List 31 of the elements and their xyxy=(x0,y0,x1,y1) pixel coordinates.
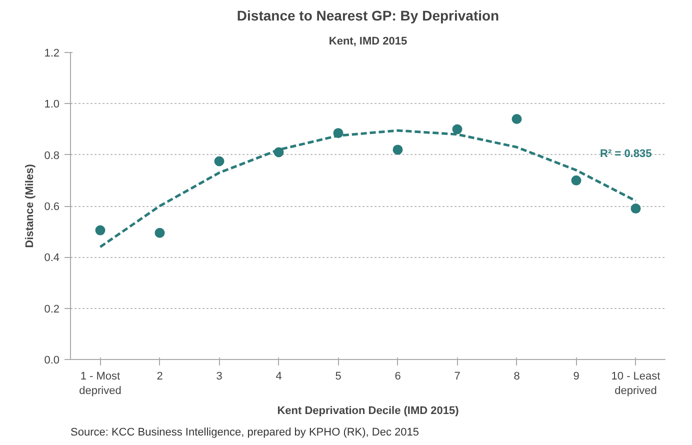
x-tick-label: 8 xyxy=(514,370,520,382)
point xyxy=(452,124,462,134)
x-axis-title: Kent Deprivation Decile (IMD 2015) xyxy=(277,404,460,417)
x-tick-label: 2 xyxy=(156,370,163,382)
point xyxy=(630,204,641,214)
chart-subtitle: Kent, IMD 2015 xyxy=(328,36,408,48)
x-tick-label: 10 - Least deprived xyxy=(611,370,660,397)
y-tick-label: 0.6 xyxy=(44,201,60,213)
x-tick-label: 5 xyxy=(335,370,342,382)
y-tick-label: 0.2 xyxy=(44,303,60,316)
x-tick-label: 1 - Most deprived xyxy=(79,370,122,397)
point xyxy=(512,114,522,124)
y-tick-label: 1.2 xyxy=(44,48,60,60)
x-tick-label: 7 xyxy=(454,370,460,382)
point xyxy=(392,144,403,155)
point xyxy=(214,156,224,166)
y-tick-label: 0.8 xyxy=(44,150,60,162)
annotation: R² = 0.835 xyxy=(600,148,652,160)
y-axis-title: Distance (Miles) xyxy=(24,164,36,248)
point xyxy=(154,228,165,238)
y-tick-label: 0.0 xyxy=(44,354,60,366)
x-tick-label: 4 xyxy=(276,370,282,382)
source-note: Source: KCC Business Intelligence, prepared by KPHO (RK), Dec 2015 xyxy=(70,426,419,438)
x-tick-label: 3 xyxy=(216,370,222,382)
y-tick-label: 1.0 xyxy=(44,98,60,111)
y-tick-label: 0.4 xyxy=(44,252,60,264)
point xyxy=(95,225,106,236)
x-tick-label: 9 xyxy=(573,370,580,382)
point xyxy=(571,175,582,186)
chart-title: Distance to Nearest GP: By Deprivation xyxy=(236,8,500,24)
x-tick-label: 6 xyxy=(394,370,401,382)
